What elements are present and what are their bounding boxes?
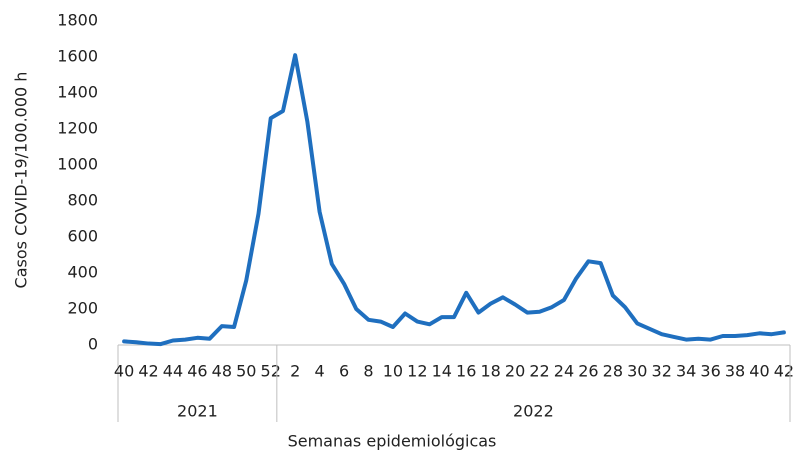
y-tick-label: 600 — [67, 227, 98, 246]
x-tick-label: 46 — [187, 362, 207, 381]
y-tick-label: 1000 — [57, 155, 98, 174]
x-tick-label: 38 — [725, 362, 745, 381]
y-tick-label: 1800 — [57, 11, 98, 30]
y-axis-title: Casos COVID-19/100.000 h — [12, 72, 31, 289]
x-tick-label: 2 — [290, 362, 300, 381]
x-tick-label: 40 — [749, 362, 769, 381]
x-tick-label: 26 — [578, 362, 598, 381]
x-tick-label: 50 — [236, 362, 256, 381]
x-tick-label: 42 — [774, 362, 794, 381]
x-tick-label: 30 — [627, 362, 647, 381]
x-tick-label: 16 — [456, 362, 476, 381]
x-tick-label: 20 — [505, 362, 525, 381]
x-tick-label: 12 — [407, 362, 427, 381]
x-tick-label: 52 — [261, 362, 281, 381]
group-label: 2021 — [177, 402, 218, 421]
y-tick-label: 200 — [67, 299, 98, 318]
x-tick-label: 36 — [700, 362, 720, 381]
x-tick-label: 42 — [138, 362, 158, 381]
x-tick-label: 10 — [383, 362, 403, 381]
y-tick-label: 1600 — [57, 47, 98, 66]
y-tick-label: 1200 — [57, 119, 98, 138]
x-tick-label: 24 — [554, 362, 574, 381]
group-label: 2022 — [513, 402, 554, 421]
x-tick-label: 6 — [339, 362, 349, 381]
x-tick-label: 22 — [529, 362, 549, 381]
y-tick-label: 1400 — [57, 83, 98, 102]
series-line — [122, 53, 786, 347]
y-tick-label: 0 — [88, 335, 98, 354]
x-tick-label: 44 — [163, 362, 183, 381]
x-tick-label: 34 — [676, 362, 696, 381]
y-tick-label: 400 — [67, 263, 98, 282]
x-tick-label: 8 — [363, 362, 373, 381]
x-tick-label: 14 — [432, 362, 452, 381]
y-tick-label: 800 — [67, 191, 98, 210]
x-axis-title: Semanas epidemiológicas — [288, 432, 497, 451]
x-tick-label: 32 — [652, 362, 672, 381]
x-tick-label: 48 — [212, 362, 232, 381]
x-tick-label: 28 — [603, 362, 623, 381]
x-tick-label: 40 — [114, 362, 134, 381]
x-tick-label: 18 — [480, 362, 500, 381]
x-tick-label: 4 — [315, 362, 325, 381]
